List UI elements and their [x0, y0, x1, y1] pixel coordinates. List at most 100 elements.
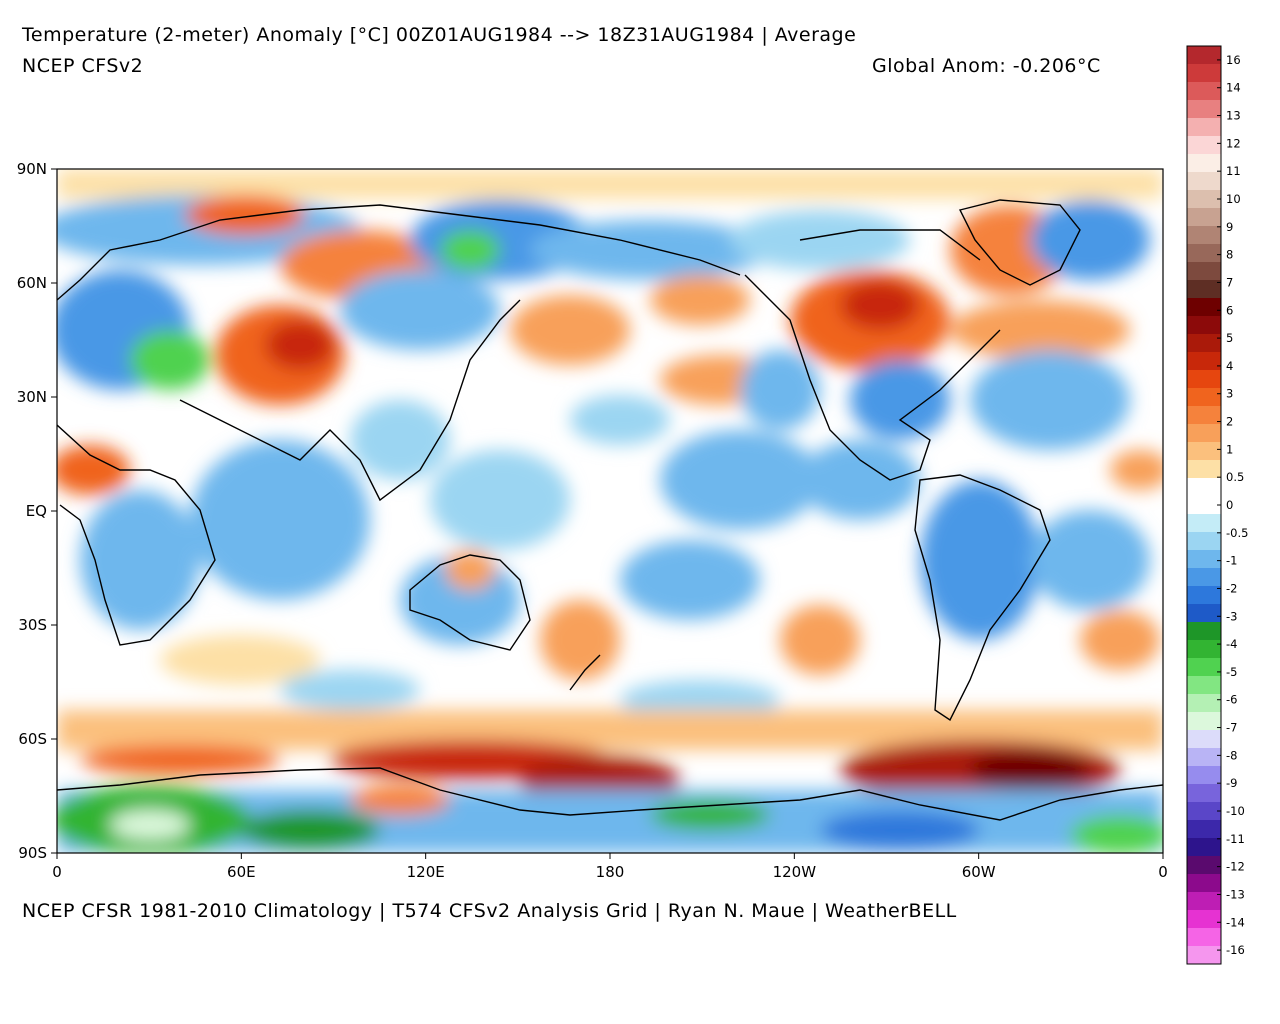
colorbar-swatch [1187, 352, 1221, 371]
colorbar-label: 14 [1226, 81, 1241, 95]
colorbar-label: -16 [1226, 943, 1245, 957]
colorbar-swatch [1187, 532, 1221, 551]
colorbar-label: -13 [1226, 887, 1245, 901]
colorbar-label: -6 [1226, 693, 1237, 707]
coastlines [57, 199, 1163, 821]
colorbar-swatch [1187, 298, 1221, 317]
colorbar-label: 13 [1226, 109, 1241, 123]
colorbar-swatch [1187, 586, 1221, 605]
colorbar-label: -5 [1226, 665, 1237, 679]
lon-label: 60W [962, 863, 996, 881]
colorbar-swatch [1187, 100, 1221, 119]
lon-label: 180 [596, 863, 625, 881]
colorbar-label: -7 [1226, 721, 1237, 735]
longitude-axis: 0 60E 120E 180 120W 60W 0 [52, 853, 1168, 881]
colorbar-swatch [1187, 820, 1221, 839]
colorbar-swatch [1187, 946, 1221, 965]
colorbar-label: -14 [1226, 915, 1245, 929]
colorbar-swatch [1187, 604, 1221, 623]
colorbar-swatch [1187, 694, 1221, 713]
colorbar-swatch [1187, 316, 1221, 335]
colorbar-label: 2 [1226, 415, 1233, 429]
colorbar-swatch [1187, 424, 1221, 443]
colorbar-swatch [1187, 730, 1221, 749]
colorbar-swatch [1187, 550, 1221, 569]
colorbar-swatch [1187, 244, 1221, 263]
colorbar-swatch [1187, 640, 1221, 659]
colorbar-swatch [1187, 334, 1221, 353]
colorbar-swatch [1187, 82, 1221, 101]
lat-label: 90S [18, 844, 47, 862]
footer-credits: NCEP CFSR 1981-2010 Climatology | T574 C… [22, 900, 957, 922]
colorbar-label: 0 [1226, 498, 1233, 512]
colorbar-label: 8 [1226, 248, 1233, 262]
colorbar-swatch [1187, 658, 1221, 677]
colorbar-label: -1 [1226, 554, 1237, 568]
colorbar-swatch [1187, 892, 1221, 911]
colorbar-swatch [1187, 874, 1221, 893]
colorbar-swatch [1187, 406, 1221, 425]
lat-label: 90N [17, 160, 47, 178]
colorbar-swatch [1187, 838, 1221, 857]
colorbar-swatch [1187, 712, 1221, 731]
colorbar-label: -12 [1226, 860, 1245, 874]
lon-label: 60E [227, 863, 256, 881]
map-title: Temperature (2-meter) Anomaly [°C] 00Z01… [22, 24, 857, 46]
colorbar-label: -8 [1226, 748, 1237, 762]
lat-label: 60N [17, 274, 47, 292]
colorbar-label: -2 [1226, 581, 1237, 595]
colorbar-swatch [1187, 442, 1221, 461]
lon-label: 120W [773, 863, 817, 881]
lat-label: 30N [17, 388, 47, 406]
temperature-anomaly-field [57, 169, 1163, 853]
colorbar-swatch [1187, 118, 1221, 137]
colorbar-swatch [1187, 190, 1221, 209]
colorbar-swatch [1187, 370, 1221, 389]
colorbar-swatch [1187, 568, 1221, 587]
colorbar-label: 5 [1226, 331, 1233, 345]
colorbar-label: -3 [1226, 609, 1237, 623]
global-anomaly-value: Global Anom: -0.206°C [872, 55, 1101, 77]
colorbar-label: -10 [1226, 804, 1245, 818]
colorbar-swatch [1187, 460, 1221, 479]
colorbar-swatch [1187, 388, 1221, 407]
colorbar-label: 16 [1226, 53, 1241, 67]
colorbar-swatch [1187, 928, 1221, 947]
colorbar-swatch [1187, 46, 1221, 65]
colorbar-swatch [1187, 226, 1221, 245]
colorbar-swatch [1187, 136, 1221, 155]
colorbar-label: 11 [1226, 164, 1241, 178]
colorbar-swatch [1187, 496, 1221, 515]
colorbar-label: 0.5 [1226, 470, 1244, 484]
colorbar-label: 7 [1226, 275, 1233, 289]
colorbar-label: -11 [1226, 832, 1245, 846]
colorbar-swatch [1187, 208, 1221, 227]
colorbar-legend: 16 14 13 12 11 10 9 8 7 6 5 4 3 2 1 0.5 0 -0.5 -1 -2 -3 -4 -5 -… [1186, 45, 1248, 965]
colorbar-label: 10 [1226, 192, 1241, 206]
colorbar-swatch [1187, 910, 1221, 929]
colorbar-label: 9 [1226, 220, 1233, 234]
model-name: NCEP CFSv2 [22, 55, 144, 77]
colorbar-label: -0.5 [1226, 526, 1248, 540]
colorbar-swatch [1187, 172, 1221, 191]
colorbar-label: 4 [1226, 359, 1233, 373]
colorbar-label: 1 [1226, 442, 1233, 456]
colorbar-label: -9 [1226, 776, 1237, 790]
lat-label: 30S [18, 616, 47, 634]
colorbar-label: 6 [1226, 303, 1233, 317]
colorbar-swatch [1187, 856, 1221, 875]
lat-label: 60S [18, 730, 47, 748]
colorbar-swatch [1187, 280, 1221, 299]
lat-label: EQ [26, 502, 47, 520]
colorbar-swatch [1187, 478, 1221, 497]
colorbar-swatch [1187, 622, 1221, 641]
colorbar-swatch [1187, 514, 1221, 533]
colorbar-swatch [1187, 748, 1221, 767]
colorbar-swatch [1187, 766, 1221, 785]
colorbar-label: 12 [1226, 136, 1241, 150]
colorbar-label: 3 [1226, 387, 1233, 401]
colorbar-label: -4 [1226, 637, 1237, 651]
lon-label: 120E [407, 863, 445, 881]
colorbar-swatch [1187, 154, 1221, 173]
